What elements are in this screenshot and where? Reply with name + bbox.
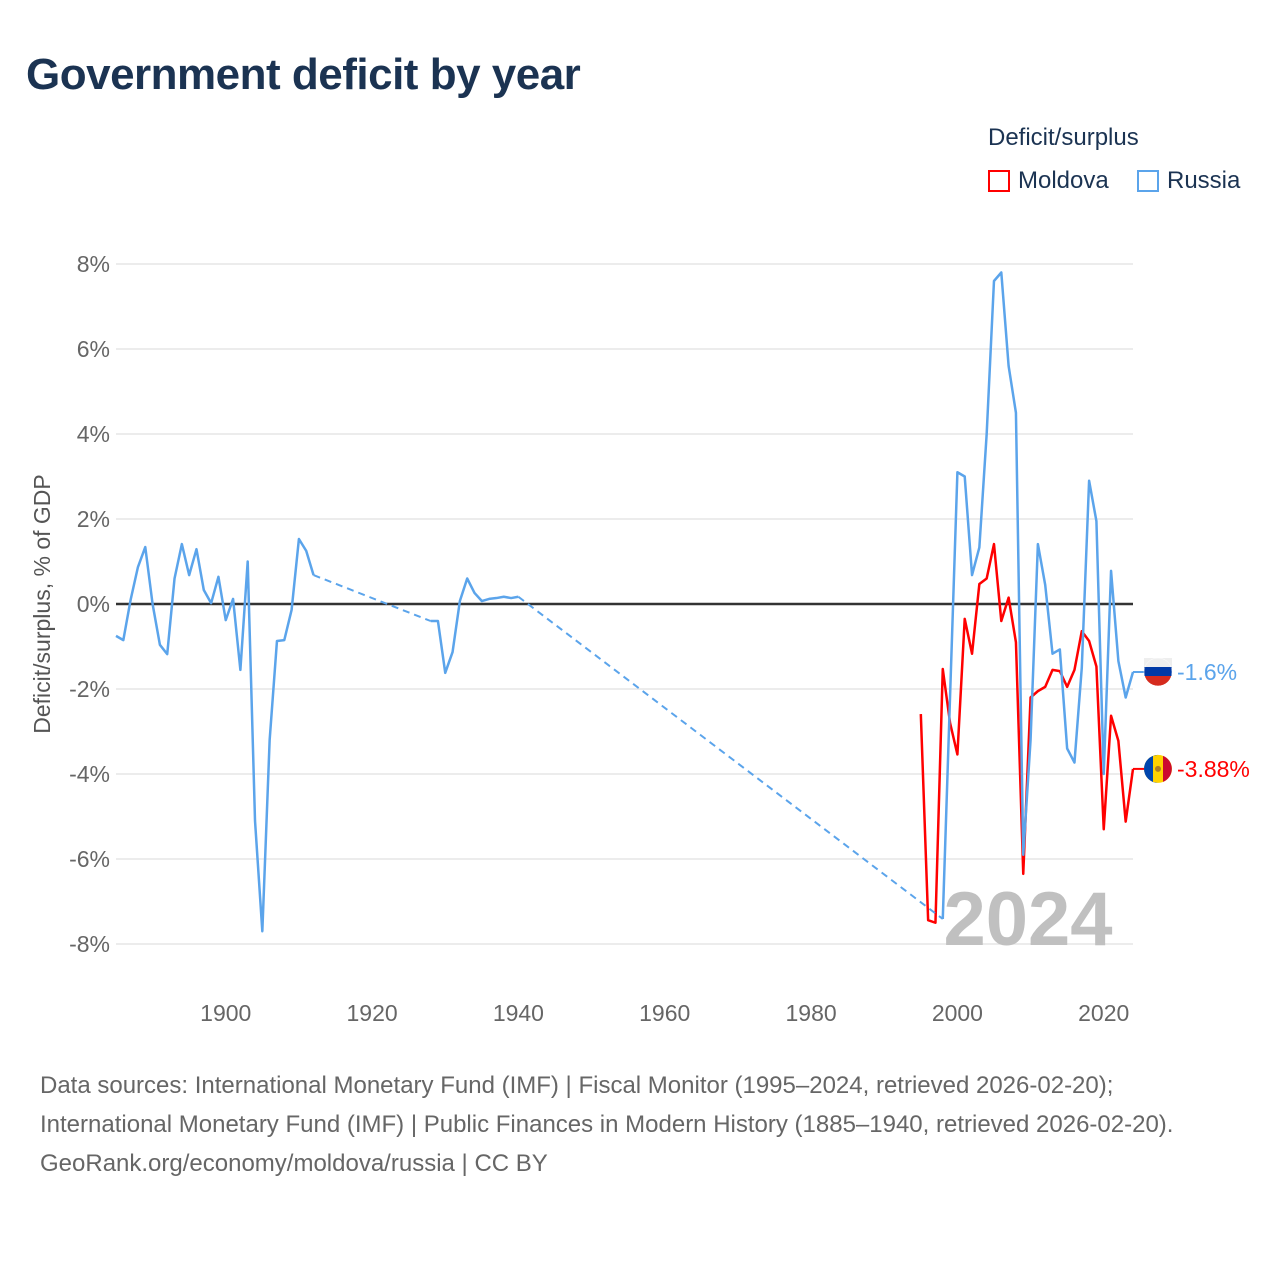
y-tick-label: 0% xyxy=(77,591,110,617)
legend-label: Moldova xyxy=(1018,167,1109,194)
x-tick-label: 1960 xyxy=(639,1000,690,1026)
series-line-russia xyxy=(430,577,519,675)
legend-swatch-moldova xyxy=(988,170,1010,192)
y-tick-label: -8% xyxy=(69,931,110,957)
sources: Data sources: International Monetary Fun… xyxy=(40,1066,1240,1183)
series-end-label: -1.6% xyxy=(1177,659,1237,685)
x-tick-label: 1980 xyxy=(785,1000,836,1026)
y-tick-label: -4% xyxy=(69,761,110,787)
series-line-russia xyxy=(115,537,315,933)
legend-label: Russia xyxy=(1167,167,1241,194)
x-tick-label: 1920 xyxy=(346,1000,397,1026)
series-gap-russia xyxy=(313,574,431,622)
legend-swatch-russia xyxy=(1137,170,1159,192)
chart-title: Government deficit by year xyxy=(26,50,581,99)
y-tick-label: 8% xyxy=(77,251,110,277)
russia-flag-icon-blue xyxy=(1144,667,1172,676)
series-line-russia xyxy=(941,271,1135,919)
x-tick-label: 1900 xyxy=(200,1000,251,1026)
x-tick-label: 1940 xyxy=(493,1000,544,1026)
series-end-label: -3.88% xyxy=(1177,756,1250,782)
year-label: 2024 xyxy=(943,877,1112,962)
data-sources-text: Data sources: International Monetary Fun… xyxy=(40,1072,1174,1138)
y-tick-label: -6% xyxy=(69,846,110,872)
y-axis-title: Deficit/surplus, % of GDP xyxy=(29,474,55,733)
attribution-link[interactable]: GeoRank.org/economy/moldova/russia | CC … xyxy=(40,1150,548,1177)
x-tick-label: 2000 xyxy=(932,1000,983,1026)
y-tick-label: -2% xyxy=(69,676,110,702)
moldova-flag-emblem xyxy=(1155,765,1161,772)
legend-item-russia[interactable]: Russia xyxy=(1137,167,1240,195)
legend-title: Deficit/surplus xyxy=(988,124,1139,151)
series-gap-russia xyxy=(517,595,944,920)
x-tick-label: 2020 xyxy=(1078,1000,1129,1026)
moldova-flag-icon-red xyxy=(1163,755,1172,782)
y-tick-label: 6% xyxy=(77,336,110,362)
plot-area: 8% 6% 4% 2% 0% -2% -4% -6% -8% 1900 1920 1940 1960 19… xyxy=(29,251,1250,1026)
y-tick-label: 2% xyxy=(77,506,110,532)
russia-flag-icon-white xyxy=(1144,658,1172,667)
moldova-flag-icon-blue xyxy=(1144,754,1158,783)
legend-item-moldova[interactable]: Moldova xyxy=(988,167,1109,195)
russia-flag-outline xyxy=(1143,657,1173,687)
y-tick-label: 4% xyxy=(77,421,110,447)
